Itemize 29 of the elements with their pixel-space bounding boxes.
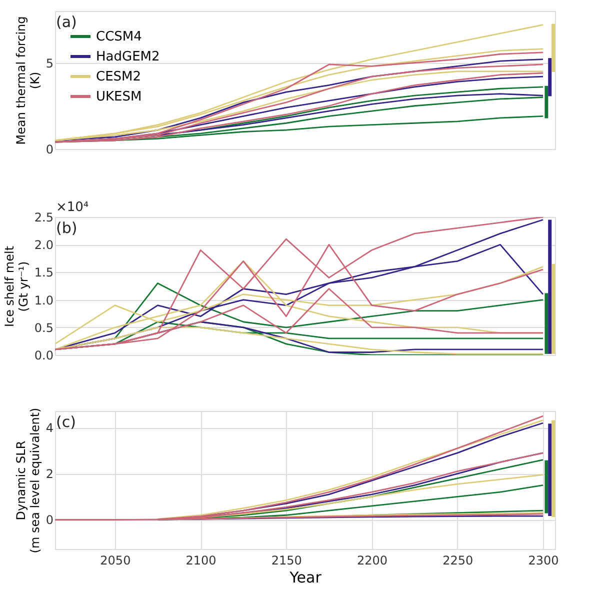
legend-label: HadGEM2 [96,50,160,64]
y-tick-label: 1.5 [34,266,54,280]
y-tick-label: 0 [46,513,54,528]
y-tick-label: 0.0 [34,348,54,362]
x-axis-title: Year [288,568,322,586]
annotation: (c) [56,413,76,431]
annotation: (a) [56,13,77,31]
y-tick-label: 0 [46,142,54,156]
y-axis-title: Mean thermal forcing (K) [14,16,42,145]
y-axis-title: Ice shelf melt (Gt yr⁻¹) [2,246,30,328]
y-tick-label: 5 [46,56,54,70]
y-axis-title: Dynamic SLR (m sea level equivalent) [14,408,42,554]
legend-label: CCSM4 [96,30,142,44]
y-tick-label: 2.0 [34,238,54,252]
legend-label: UKESM [96,90,142,104]
y-tick-label: 1.0 [34,293,54,308]
x-tick-label: 2300 [528,554,559,568]
y-tick-label: 4 [46,421,54,436]
legend-label: CESM2 [96,70,142,84]
x-tick-label: 2150 [271,554,302,568]
x-tick-label: 2250 [442,554,474,568]
x-tick-label: 2200 [357,554,388,568]
y-tick-label: 0.5 [34,320,54,335]
y-tick-label: 2 [46,467,54,482]
x-tick-label: 2050 [100,554,131,568]
x-tick-label: 2100 [186,554,216,568]
y-tick-label: 2.5 [34,210,54,224]
text: ×10⁴ [56,200,89,215]
annotation: (b) [56,219,78,237]
